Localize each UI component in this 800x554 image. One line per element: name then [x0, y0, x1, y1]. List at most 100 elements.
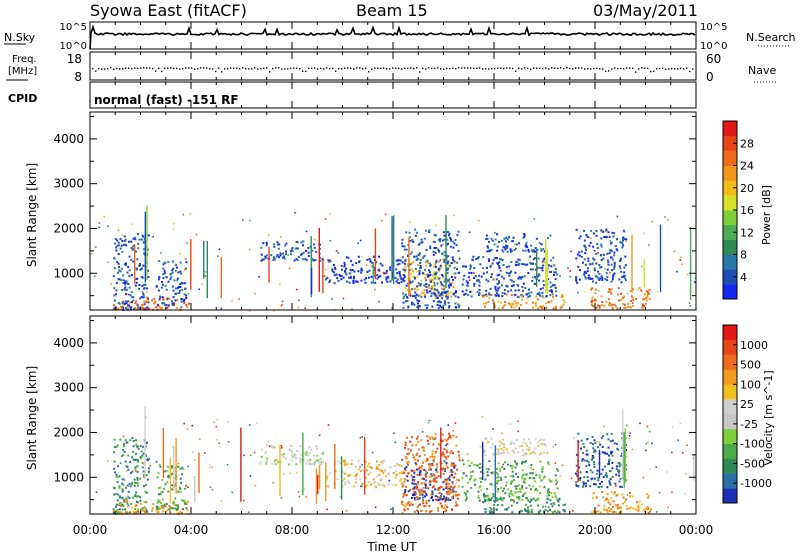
- range-gate-cell: [524, 286, 527, 289]
- range-gate-cell: [518, 483, 521, 486]
- range-gate-cell: [329, 212, 332, 215]
- range-gate-cell: [414, 268, 417, 270]
- range-gate-streak: [162, 427, 165, 478]
- range-gate-cell: [454, 504, 457, 507]
- range-gate-cell: [208, 467, 211, 469]
- range-gate-cell: [509, 302, 512, 305]
- range-gate-cell: [396, 259, 399, 262]
- range-gate-cell: [522, 282, 525, 285]
- range-gate-cell: [264, 452, 267, 454]
- range-gate-cell: [479, 477, 482, 480]
- range-gate-cell: [412, 261, 415, 264]
- freq-dot: [350, 67, 352, 69]
- range-gate-cell: [555, 307, 557, 310]
- range-gate-cell: [504, 508, 507, 511]
- range-gate-cell: [542, 248, 545, 251]
- range-gate-cell: [248, 248, 251, 251]
- range-gate-cell: [648, 288, 651, 291]
- range-gate-cell: [609, 450, 612, 453]
- range-gate-cell: [636, 506, 639, 509]
- range-gate-cell: [518, 276, 521, 279]
- range-gate-cell: [354, 481, 357, 484]
- freq-dot: [551, 67, 553, 69]
- range-gate-cell: [404, 489, 407, 491]
- range-gate-cell: [584, 252, 587, 254]
- range-gate-cell: [451, 482, 454, 485]
- range-gate-cell: [452, 429, 454, 432]
- range-gate-cell: [419, 283, 422, 285]
- range-gate-cell: [611, 461, 614, 464]
- range-gate-cell: [537, 445, 540, 447]
- range-gate-cell: [143, 512, 146, 515]
- range-gate-cell: [400, 464, 403, 467]
- range-gate-cell: [593, 460, 595, 463]
- range-gate-cell: [515, 302, 518, 305]
- range-gate-cell: [521, 263, 524, 266]
- range-gate-cell: [525, 302, 528, 304]
- range-gate-cell: [491, 443, 494, 446]
- range-gate-cell: [181, 281, 183, 284]
- freq-dot: [482, 68, 484, 70]
- range-gate-cell: [531, 279, 534, 282]
- range-gate-cell: [434, 451, 437, 454]
- range-gate-cell: [121, 490, 124, 493]
- range-gate-cell: [409, 294, 412, 297]
- freq-dot: [362, 68, 364, 70]
- range-gate-cell: [321, 452, 323, 454]
- range-gate-cell: [161, 498, 164, 501]
- range-gate-cell: [518, 497, 521, 500]
- range-gate-cell: [355, 474, 358, 477]
- range-gate-cell: [502, 497, 505, 500]
- range-gate-cell: [607, 231, 610, 234]
- range-gate-cell: [575, 481, 578, 484]
- range-gate-cell: [216, 418, 218, 421]
- range-gate-cell: [532, 249, 535, 252]
- freq-dot: [455, 68, 457, 70]
- range-gate-streak: [408, 237, 410, 296]
- range-gate-cell: [404, 267, 407, 269]
- freq-dot: [599, 68, 601, 70]
- freq-dot: [254, 67, 256, 69]
- range-gate-cell: [584, 291, 587, 293]
- range-gate-cell: [136, 459, 139, 462]
- range-gate-cell: [404, 469, 407, 472]
- range-gate-cell: [599, 266, 602, 269]
- range-gate-cell: [549, 234, 552, 237]
- range-gate-cell: [518, 498, 521, 501]
- range-gate-cell: [134, 495, 137, 498]
- range-gate-cell: [185, 507, 188, 510]
- range-gate-cell: [119, 501, 122, 504]
- range-gate-cell: [534, 437, 537, 440]
- range-gate-cell: [389, 266, 392, 269]
- range-gate-cell: [572, 510, 574, 512]
- range-gate-cell: [170, 276, 173, 279]
- range-gate-cell: [378, 468, 381, 471]
- range-gate-cell: [564, 503, 567, 506]
- freq-dot: [563, 67, 565, 70]
- range-gate-cell: [218, 248, 221, 250]
- range-gate-cell: [449, 282, 452, 285]
- range-gate-cell: [469, 290, 472, 293]
- range-gate-cell: [360, 469, 363, 472]
- range-gate-cell: [540, 452, 543, 455]
- range-gate-cell: [132, 299, 135, 302]
- range-gate-cell: [280, 304, 283, 307]
- range-gate-cell: [482, 494, 485, 497]
- range-gate-cell: [405, 300, 407, 303]
- x-axis: 00:00 04:00 08:00 12:00 16:00 20:00 00:00: [73, 22, 713, 537]
- range-gate-cell: [635, 501, 638, 504]
- range-gate-cell: [127, 468, 130, 471]
- range-gate-cell: [387, 275, 390, 278]
- range-gate-cell: [492, 472, 495, 475]
- range-gate-cell: [457, 450, 460, 453]
- range-gate-cell: [406, 461, 408, 464]
- range-gate-cell: [411, 476, 414, 479]
- range-gate-streak: [302, 432, 304, 495]
- x-tick-label: 12:00: [376, 523, 411, 537]
- range-gate-cell: [280, 453, 283, 456]
- range-gate-streak: [169, 457, 172, 503]
- range-gate-cell: [596, 440, 598, 443]
- range-gate-cell: [643, 510, 646, 513]
- range-gate-cell: [525, 453, 528, 456]
- range-gate-cell: [624, 306, 627, 309]
